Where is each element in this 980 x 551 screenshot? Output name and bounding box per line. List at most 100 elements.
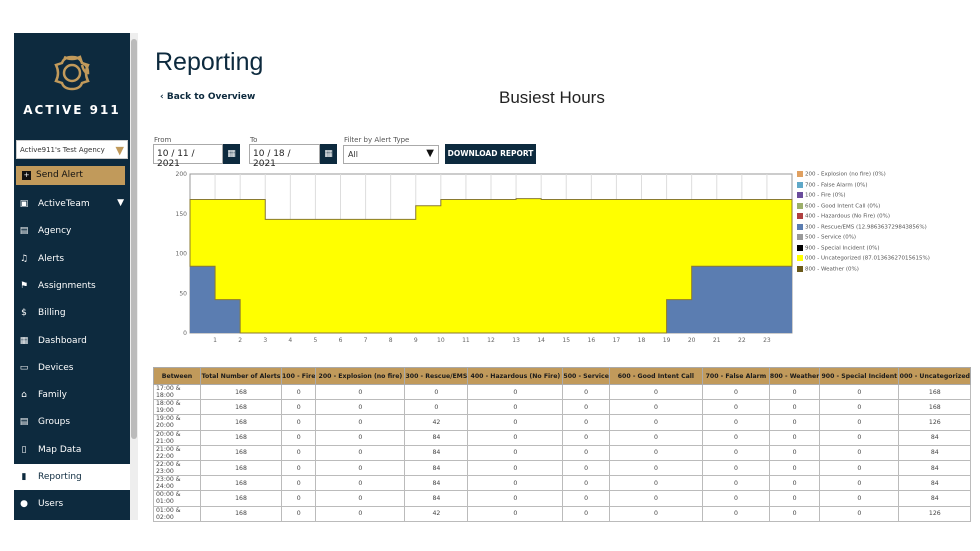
sidebar-item-devices[interactable]: ▭ Devices [14,355,130,381]
legend-item[interactable]: 900 - Special Incident (0%) [797,244,930,256]
legend-item[interactable]: 700 - False Alarm (0%) [797,181,930,193]
map-icon: ▯ [21,444,27,455]
legend-item[interactable]: 300 - Rescue/EMS (12.986363729843856%) [797,223,930,235]
table-cell: 84 [898,459,972,477]
scrollbar-thumb[interactable] [131,39,137,439]
sidebar-item-activeteam[interactable]: ▣ ActiveTeam ▼ [14,191,130,217]
table-cell: 0 [768,505,821,522]
table-cell: 0 [315,459,406,477]
table-cell: 0 [315,383,406,401]
table-cell: 19:00 & 20:00 [153,414,201,431]
calendar-icon[interactable]: ▦ [320,144,337,164]
sidebar-item-assignments[interactable]: ⚑ Assignments [14,273,130,299]
y-tick-label: 50 [179,290,187,297]
table-cell: 84 [404,475,469,492]
sidebar-scrollbar[interactable] [130,33,138,520]
alert-type-select[interactable]: All ▼ [343,145,439,164]
legend-item[interactable]: 800 - Weather (0%) [797,265,930,277]
sidebar-item-users[interactable]: ● Users [14,491,130,517]
sidebar-item-map-data[interactable]: ▯ Map Data [14,437,130,463]
sidebar-item-groups[interactable]: ▤ Groups [14,409,130,435]
table-cell: 0 [819,459,900,477]
calendar-icon[interactable]: ▦ [223,144,240,164]
devices-icon: ▭ [19,362,29,373]
sidebar-item-label: Agency [38,226,72,237]
sidebar-item-billing[interactable]: $ Billing [14,300,130,326]
alert-type-label: Filter by Alert Type [344,136,410,144]
download-report-button[interactable]: DOWNLOAD REPORT [445,144,536,164]
logo: ACTIVE 911 [14,53,130,117]
table-cell: 0 [701,414,770,431]
column-header: Total Number of Alerts [200,367,282,385]
column-header: 200 - Explosion (no fire) [315,367,406,385]
legend-swatch [797,181,803,188]
table-cell: 0 [467,505,564,522]
sidebar-item-family[interactable]: ⌂ Family [14,382,130,408]
table-cell: 84 [404,429,469,446]
sidebar-item-dashboard[interactable]: ▦ Dashboard [14,328,130,354]
table-cell: 0 [608,383,703,401]
legend-item[interactable]: 600 - Good Intent Call (0%) [797,202,930,214]
legend-item[interactable]: 400 - Hazardous (No Fire) (0%) [797,213,930,224]
table-cell: 168 [200,475,282,492]
column-header: 900 - Special Incident [819,367,900,385]
table-cell: 84 [898,490,972,507]
table-cell: 168 [200,383,282,401]
table-cell: 84 [898,475,972,492]
table-cell: 0 [701,459,770,477]
table-cell: 0 [280,383,317,401]
sidebar-item-label: Billing [38,308,66,319]
table-cell: 0 [608,444,703,461]
home-icon: ⌂ [21,390,27,401]
legend-item[interactable]: 100 - Fire (0%) [797,192,930,203]
sidebar-item-agency[interactable]: ▤ Agency [14,218,130,244]
table-cell: 21:00 & 22:00 [153,444,201,461]
table-cell: 0 [467,383,564,401]
x-tick-label: 6 [339,337,343,344]
table-cell: 168 [898,399,972,416]
column-header: 600 - Good Intent Call [608,367,703,385]
table-cell: 0 [608,429,703,446]
send-alert-button[interactable]: + Send Alert [16,166,125,185]
table-cell: 0 [467,490,564,507]
sidebar-item-alerts[interactable]: ♫ Alerts [14,246,130,272]
table-cell: 17:00 & 18:00 [153,383,201,401]
legend-item[interactable]: 000 - Uncategorized (87.01363627015615%) [797,255,930,266]
from-date-input[interactable]: 10 / 11 / 2021 [153,144,223,169]
table-cell: 126 [898,505,972,522]
table-cell: 84 [898,429,972,446]
table-cell: 0 [280,475,317,492]
page-title: Reporting [155,48,264,76]
table-cell: 168 [200,429,282,446]
from-label: From [154,136,172,144]
legend-swatch [797,223,803,230]
legend-item[interactable]: 200 - Explosion (no fire) (0%) [797,171,930,182]
x-tick-label: 16 [588,337,596,344]
x-tick-label: 23 [763,337,771,344]
caret-down-icon: ▼ [426,148,434,159]
to-date-input[interactable]: 10 / 18 / 2021 [249,144,320,169]
agency-select[interactable]: Active911's Test Agency ▼ [16,140,128,159]
table-cell: 168 [200,505,282,522]
column-header: Between [153,367,201,385]
sidebar-item-label: ActiveTeam [38,199,90,209]
legend-item[interactable]: 500 - Service (0%) [797,234,930,245]
column-header: 000 - Uncategorized [898,367,972,385]
table-cell: 22:00 & 23:00 [153,459,201,477]
table-cell: 42 [404,414,469,431]
sidebar: ACTIVE 911 Active911's Test Agency ▼ + Sen… [14,33,130,520]
table-cell: 168 [898,383,972,401]
x-tick-label: 9 [414,337,418,344]
column-header: 100 - Fire [280,367,317,385]
back-to-overview-link[interactable]: ‹ Back to Overview [160,92,255,102]
x-tick-label: 21 [713,337,721,344]
table-cell: 0 [608,414,703,431]
table-cell: 0 [608,399,703,416]
table-cell: 0 [701,505,770,522]
table-cell: 84 [404,459,469,477]
table-cell: 84 [404,490,469,507]
table-cell: 0 [768,475,821,492]
table-cell: 0 [467,399,564,416]
sidebar-item-reporting[interactable]: ▮ Reporting [14,464,130,490]
x-tick-label: 19 [663,337,671,344]
